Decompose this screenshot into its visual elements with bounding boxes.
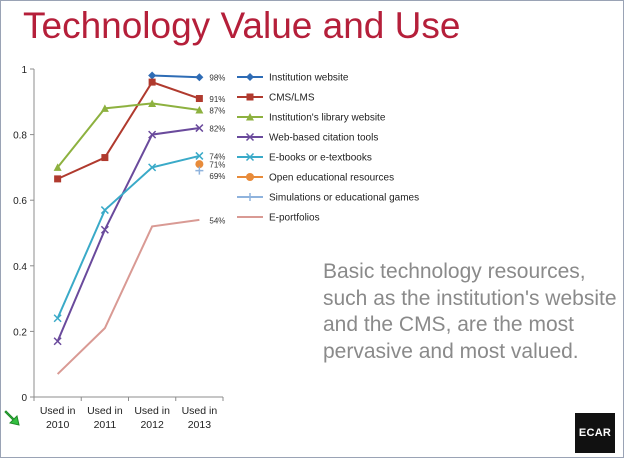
x-tick-label-line: 2013 [188, 419, 212, 431]
x-tick-label-line: Used in [40, 405, 76, 417]
data-label: 87% [209, 107, 225, 116]
legend-swatch-marker [246, 93, 254, 101]
series-open-educational-resources: 71% [195, 160, 225, 170]
data-point [195, 160, 204, 169]
series-line [56, 218, 200, 375]
data-point [101, 154, 109, 162]
data-point [148, 130, 157, 139]
data-point [195, 73, 204, 82]
legend-label: CMS/LMS [269, 93, 315, 104]
legend-item: CMS/LMS [237, 93, 315, 104]
legend-swatch-marker [246, 73, 254, 81]
data-label: 71% [209, 161, 225, 170]
legend-label: Simulations or educational games [269, 193, 419, 204]
y-tick-label: 1 [21, 65, 27, 76]
legend-label: E-books or e-textbooks [269, 153, 372, 164]
data-point [195, 106, 204, 114]
x-tick-label: Used in 2012 [134, 405, 170, 431]
data-point [100, 225, 109, 234]
series-line [56, 127, 200, 342]
data-point [195, 95, 203, 103]
y-tick-label: 0 [21, 393, 27, 404]
data-point [148, 99, 157, 107]
data-point [195, 124, 204, 133]
data-point [100, 104, 109, 112]
legend-swatch-marker [245, 132, 255, 142]
data-point [53, 337, 62, 346]
series-simulations-or-educational-games: 69% [195, 166, 225, 181]
legend-item: Web-based citation tools [237, 133, 378, 144]
legend-swatch-marker [246, 113, 254, 121]
x-tick-label-line: 2011 [94, 419, 117, 431]
data-point [53, 314, 62, 323]
green-arrow-icon [4, 410, 20, 426]
data-label: 98% [209, 74, 225, 83]
x-tick-label: Used in 2013 [182, 405, 218, 431]
slide-title: Technology Value and Use [23, 5, 461, 46]
y-tick-label: 0.2 [13, 327, 27, 338]
series-institution-s-library-website: 87% [53, 99, 225, 171]
data-label: 91% [209, 95, 225, 104]
legend-item: Simulations or educational games [237, 193, 419, 204]
x-tick-label-line: 2012 [140, 419, 164, 431]
legend-item: E-books or e-textbooks [237, 153, 372, 164]
legend-item: E-portfolios [237, 213, 320, 224]
x-tick-label: Used in 2010 [40, 405, 76, 431]
legend-item: Open educational resources [237, 173, 394, 184]
legend-label: Institution website [269, 73, 349, 84]
data-point [53, 163, 62, 171]
series-line [56, 102, 200, 169]
chart-series: 98% 91% 87% 82% 74%71% 69% 54% [53, 71, 225, 375]
chart-legend: Institution website CMS/LMS Institution's … [237, 73, 419, 224]
legend-label: Open educational resources [269, 173, 394, 184]
x-tick-label: Used in 2011 [87, 405, 123, 431]
legend-item: Institution's library website [237, 113, 386, 124]
legend-swatch-marker [246, 173, 254, 181]
data-point [195, 151, 204, 160]
x-tick-label-line: Used in [134, 405, 170, 417]
data-point [148, 163, 157, 172]
data-point [100, 206, 109, 215]
x-tick-label-line: 2010 [46, 419, 70, 431]
data-point [54, 175, 62, 183]
series-line [57, 80, 200, 180]
data-point [148, 71, 157, 80]
data-point [195, 166, 204, 175]
data-label: 69% [209, 172, 225, 181]
y-tick-label: 0.4 [13, 262, 27, 273]
series-institution-website: 98% [148, 71, 225, 83]
y-tick-label: 0.8 [13, 131, 27, 142]
legend-swatch-marker [246, 193, 254, 201]
series-e-books-or-e-textbooks: 74% [53, 151, 225, 323]
x-tick-label-line: Used in [182, 405, 218, 417]
ecar-logo: ECAR [575, 413, 615, 453]
series-web-based-citation-tools: 82% [53, 124, 225, 346]
legend-label: Web-based citation tools [269, 133, 378, 144]
y-tick-label: 0.6 [13, 196, 27, 207]
data-label: 82% [209, 125, 225, 134]
data-point [148, 78, 156, 86]
data-label: 54% [209, 216, 225, 225]
data-label: 74% [209, 152, 225, 161]
series-line [56, 154, 200, 319]
legend-item: Institution website [237, 73, 349, 84]
series-e-portfolios: 54% [56, 216, 225, 375]
series-line [152, 74, 200, 79]
slide-body-text: Basic technology resources, such as the … [323, 260, 617, 363]
legend-label: E-portfolios [269, 213, 320, 224]
legend-swatch-marker [245, 152, 255, 162]
series-cms-lms: 91% [54, 78, 225, 183]
legend-label: Institution's library website [269, 113, 386, 124]
x-tick-label-line: Used in [87, 405, 123, 417]
